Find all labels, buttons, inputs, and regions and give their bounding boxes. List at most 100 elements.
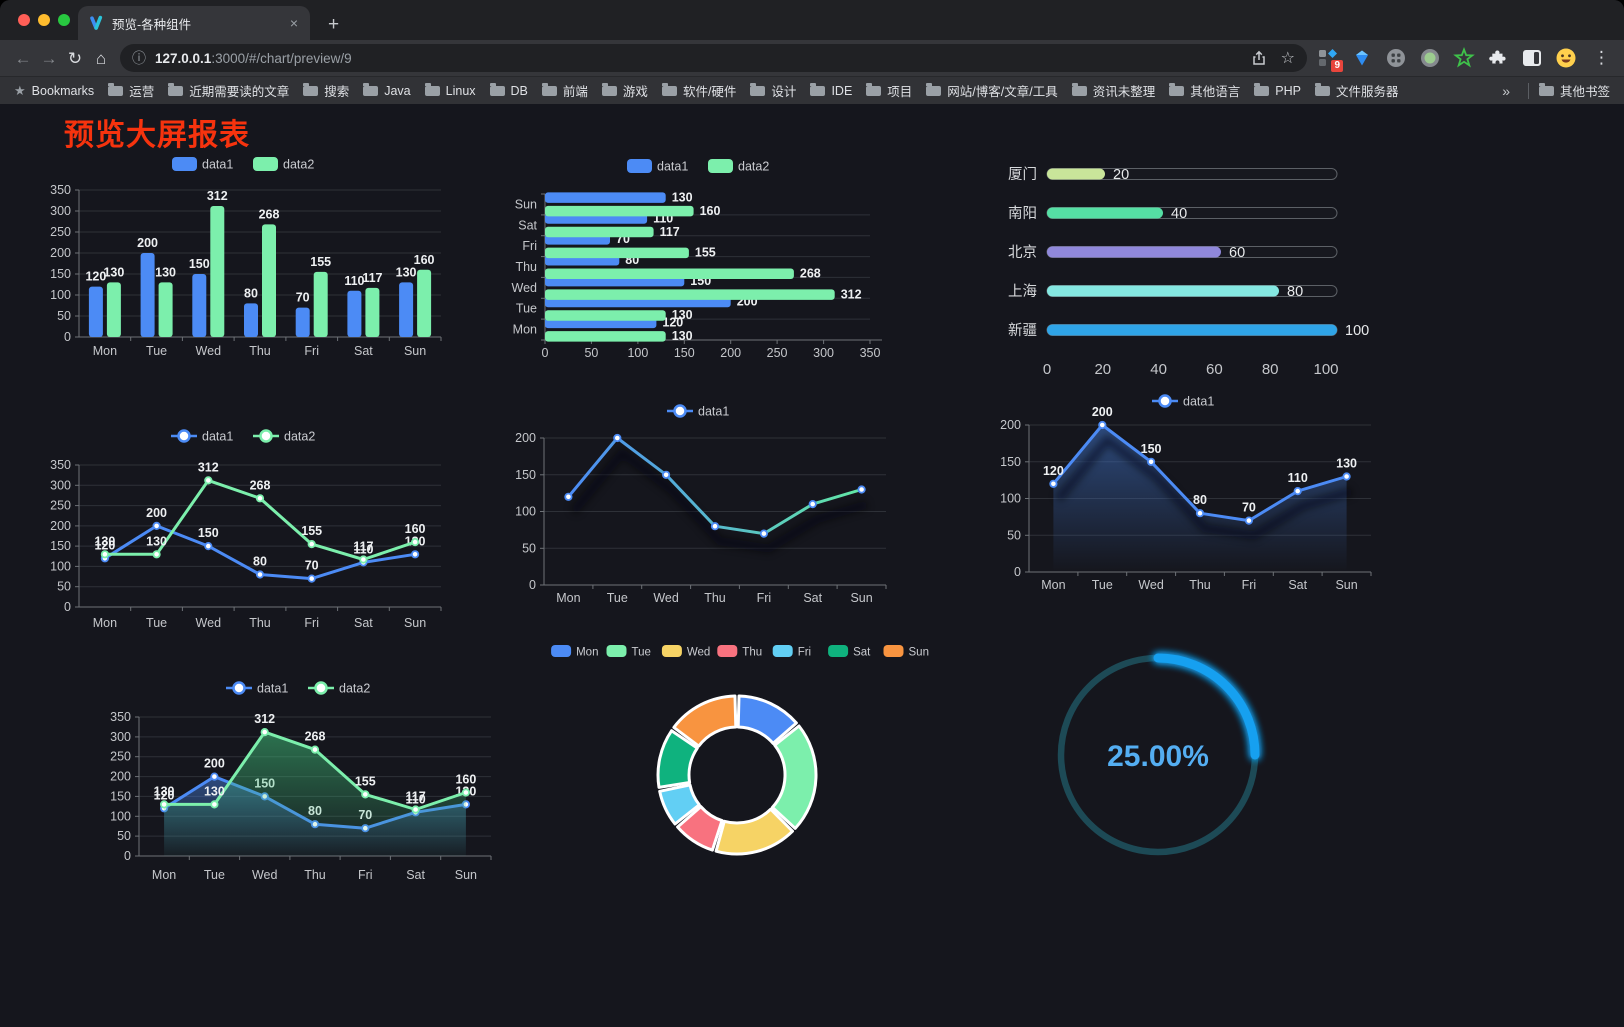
bookmark-item[interactable]: 搜索 xyxy=(303,81,349,100)
info-icon[interactable]: ⓘ xyxy=(132,50,146,66)
svg-text:Fri: Fri xyxy=(522,239,537,253)
bookmark-item[interactable]: 其他语言 xyxy=(1169,81,1240,100)
svg-text:60: 60 xyxy=(1206,361,1223,378)
extension-badge: 9 xyxy=(1331,60,1343,72)
svg-text:160: 160 xyxy=(405,522,426,536)
bookmark-item[interactable]: 文件服务器 xyxy=(1314,81,1398,100)
svg-text:Sun: Sun xyxy=(850,591,872,605)
svg-text:150: 150 xyxy=(515,468,536,482)
svg-text:Sun: Sun xyxy=(455,868,477,882)
bookmark-page-star-icon[interactable]: ☆ xyxy=(1280,50,1295,67)
svg-text:data2: data2 xyxy=(738,160,769,174)
chart-two-series-line: 0 50 100 150 200 250 300 350 Mon Tue Wed Thu Fri Sat S… xyxy=(35,420,455,635)
forward-button[interactable]: → xyxy=(40,48,58,68)
folder-icon xyxy=(1169,82,1185,96)
svg-text:130: 130 xyxy=(146,534,167,548)
svg-text:50: 50 xyxy=(1007,528,1021,542)
svg-text:50: 50 xyxy=(57,580,71,594)
svg-text:0: 0 xyxy=(64,600,71,614)
svg-text:200: 200 xyxy=(720,346,741,360)
folder-icon xyxy=(1071,82,1087,96)
svg-text:80: 80 xyxy=(1193,493,1207,507)
bookmark-label: 设计 xyxy=(771,85,797,99)
bookmark-label: 项目 xyxy=(887,85,913,99)
svg-text:data1: data1 xyxy=(202,158,233,172)
bookmark-item[interactable]: PHP xyxy=(1254,81,1301,100)
reload-button[interactable]: ↻ xyxy=(67,48,83,68)
svg-text:Thu: Thu xyxy=(1189,578,1211,592)
bookmarks-root-label: Bookmarks xyxy=(31,83,95,98)
minimize-window-button[interactable] xyxy=(38,14,50,26)
bookmarks-star-icon: ★ xyxy=(14,82,26,98)
bookmark-item[interactable]: IDE xyxy=(810,81,852,100)
bookmark-item[interactable]: Linux xyxy=(424,81,476,100)
svg-text:Fri: Fri xyxy=(798,647,811,659)
bookmark-item[interactable]: Java xyxy=(363,81,411,100)
bookmarks-divider xyxy=(1527,82,1529,99)
other-bookmarks-button[interactable]: 其他书签 xyxy=(1538,81,1610,100)
svg-text:data1: data1 xyxy=(698,405,729,419)
emoji-extension-icon[interactable] xyxy=(1555,47,1577,69)
share-icon[interactable] xyxy=(1251,50,1267,66)
browser-menu-icon[interactable]: ⋮ xyxy=(1593,48,1610,67)
bookmark-item[interactable]: 网站/博客/文章/工具 xyxy=(926,81,1058,100)
bookmark-item[interactable]: 近期需要读的文章 xyxy=(168,81,289,100)
bookmarks-overflow-chevron[interactable]: » xyxy=(1502,82,1510,99)
back-button[interactable]: ← xyxy=(14,48,32,68)
svg-text:Thu: Thu xyxy=(742,647,762,659)
svg-text:新疆: 新疆 xyxy=(1008,322,1037,339)
svg-text:50: 50 xyxy=(117,829,131,843)
svg-text:data2: data2 xyxy=(283,158,314,172)
maximize-window-button[interactable] xyxy=(58,14,70,26)
chart-horizontal-bar: 0 50 100 150 200 250 300 350 Mon 120 130 Tue 200 130 W… xyxy=(505,150,895,362)
site-favicon-icon xyxy=(88,15,104,31)
svg-text:150: 150 xyxy=(198,526,219,540)
svg-text:130: 130 xyxy=(396,265,417,279)
bookmarks-root-button[interactable]: ★ Bookmarks xyxy=(14,83,94,99)
extension-grid-icon[interactable]: 9 xyxy=(1317,47,1343,72)
svg-text:250: 250 xyxy=(50,225,71,239)
folder-icon xyxy=(168,82,184,96)
adblock-circle-extension-icon[interactable] xyxy=(1419,47,1441,69)
svg-text:150: 150 xyxy=(110,789,131,803)
svg-text:Sun: Sun xyxy=(515,197,537,211)
green-star-extension-icon[interactable] xyxy=(1453,47,1475,69)
bookmark-item[interactable]: 前端 xyxy=(541,81,588,100)
bookmark-label: 软件/硬件 xyxy=(682,85,737,99)
bookmark-item[interactable]: 软件/硬件 xyxy=(661,81,737,100)
svg-text:155: 155 xyxy=(301,524,322,538)
sidebar-split-icon[interactable] xyxy=(1521,47,1543,69)
svg-text:Tue: Tue xyxy=(632,647,651,659)
url-bar[interactable]: ⓘ 127.0.0.1 :3000/#/chart/preview/9 ☆ xyxy=(120,44,1307,72)
bookmark-label: Linux xyxy=(445,83,476,98)
chart-city-progress-bars: 厦门 20 南阳 40 北京 60 上海 80 新疆 100 0 20 40 60 80 100 xyxy=(985,150,1385,385)
svg-text:Sat: Sat xyxy=(354,616,373,630)
bookmark-item[interactable]: 运营 xyxy=(108,81,154,100)
puzzle-extensions-icon[interactable] xyxy=(1487,47,1509,69)
bookmark-item[interactable]: 游戏 xyxy=(601,81,648,100)
svg-text:Fri: Fri xyxy=(304,344,319,358)
svg-text:南阳: 南阳 xyxy=(1008,205,1037,222)
svg-text:250: 250 xyxy=(50,499,71,513)
gem-extension-icon[interactable] xyxy=(1351,47,1373,69)
svg-text:Wed: Wed xyxy=(196,344,222,358)
svg-text:0: 0 xyxy=(542,346,549,360)
home-button[interactable]: ⌂ xyxy=(95,48,107,68)
svg-text:Tue: Tue xyxy=(146,616,167,630)
browser-tab[interactable]: 预览-各种组件 × xyxy=(78,6,310,40)
svg-text:268: 268 xyxy=(250,478,271,492)
svg-text:100: 100 xyxy=(1313,361,1338,378)
gray-circle-extension-icon[interactable] xyxy=(1385,47,1407,69)
bookmark-item[interactable]: 项目 xyxy=(866,81,912,100)
bookmark-item[interactable]: 设计 xyxy=(750,81,796,100)
bookmark-item[interactable]: 资讯未整理 xyxy=(1071,81,1155,100)
tab-close-icon[interactable]: × xyxy=(289,15,298,31)
new-tab-button[interactable]: + xyxy=(328,14,340,35)
svg-text:155: 155 xyxy=(310,255,331,269)
page-title: 预览大屏报表 xyxy=(64,119,250,152)
window-controls[interactable] xyxy=(18,14,70,26)
svg-text:50: 50 xyxy=(522,541,536,555)
bookmark-item[interactable]: DB xyxy=(489,81,528,100)
close-window-button[interactable] xyxy=(18,14,30,26)
bookmarks-right: » 其他书签 xyxy=(1494,81,1610,100)
